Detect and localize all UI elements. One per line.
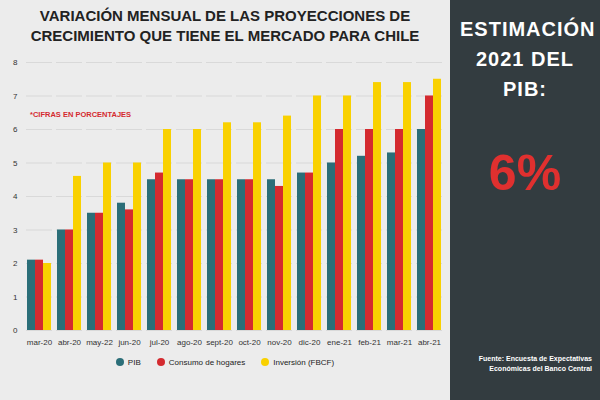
svg-text:mar-21: mar-21 [387,338,413,347]
svg-text:7: 7 [13,92,18,101]
html-text:6%: 6% [488,145,562,201]
svg-text:3: 3 [13,226,18,235]
svg-text:2: 2 [13,259,18,268]
html-text:Consumo de hogares: Consumo de hogares [168,358,246,367]
svg-text:feb-21: feb-21 [358,338,381,347]
svg-text:jun-20: jun-20 [117,338,141,347]
svg-text:5: 5 [13,159,18,168]
svg-text:4: 4 [13,192,18,201]
html-text:Fuente: Encuesta de Expectativ: Fuente: Encuesta de Expectativas Económi… [478,355,592,372]
svg-text:mar-20: mar-20 [27,338,53,347]
svg-text:oct-20: oct-20 [238,338,261,347]
svg-text:sept-20: sept-20 [206,338,233,347]
svg-text:8: 8 [13,58,18,67]
svg-text:jul-20: jul-20 [149,338,170,347]
html-text:Inversión (FBCF): Inversión (FBCF) [273,358,335,367]
svg-text:1: 1 [13,293,18,302]
svg-text:dic-20: dic-20 [299,338,321,347]
svg-text:0: 0 [13,326,18,335]
svg-text:abr-20: abr-20 [58,338,82,347]
html-text:VARIACIÓN MENSUAL DE LAS PROYE: VARIACIÓN MENSUAL DE LAS PROYECCIONES DE… [30,7,420,44]
html-text:ESTIMACIÓN 2021 DEL PIB:: ESTIMACIÓN 2021 DEL PIB: [460,18,596,100]
svg-text:nov-20: nov-20 [267,338,292,347]
svg-text:ene-21: ene-21 [327,338,352,347]
html-text:*CIFRAS EN PORCENTAJES: *CIFRAS EN PORCENTAJES [30,110,132,119]
svg-text:6: 6 [13,125,18,134]
svg-text:ago-20: ago-20 [177,338,202,347]
svg-text:abr-21: abr-21 [418,338,442,347]
svg-text:may-22: may-22 [86,338,113,347]
html-text:PIB: PIB [127,358,141,367]
